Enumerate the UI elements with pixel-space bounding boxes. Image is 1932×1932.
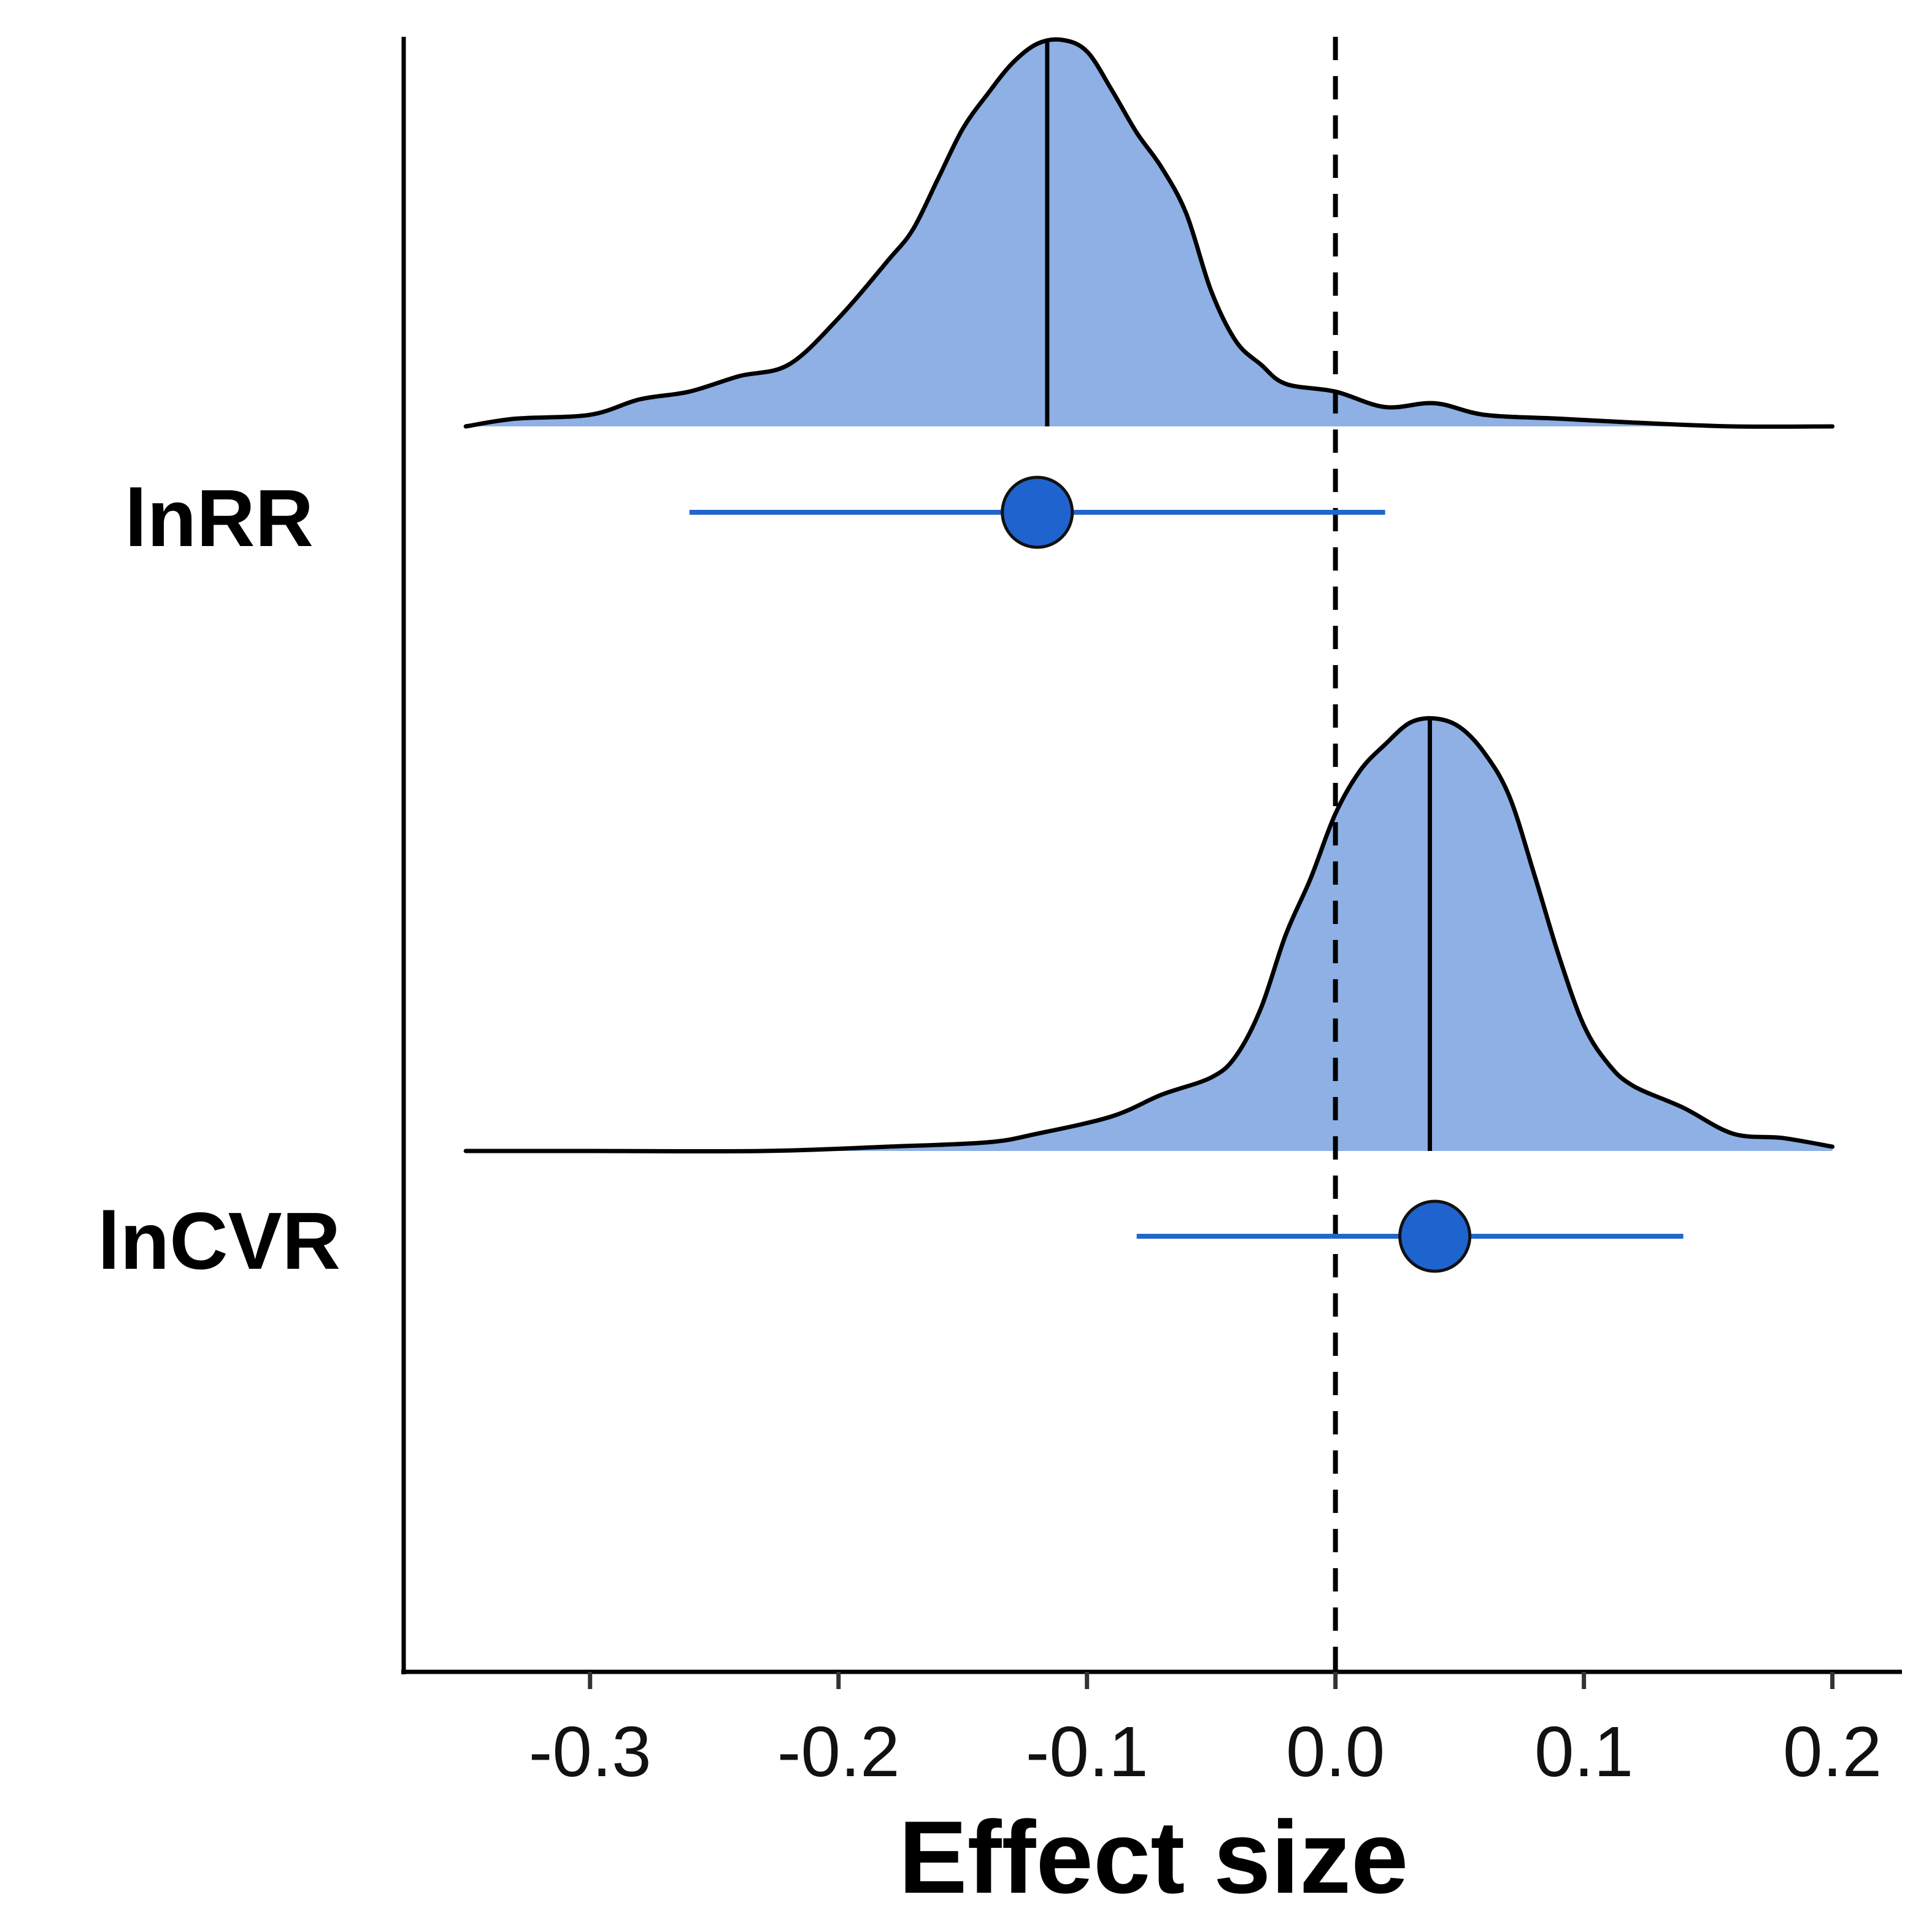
density-outline-lncvr [463,716,1835,1154]
density-layer [463,37,1835,1154]
x-tick-label: 0.1 [1534,1712,1633,1792]
x-axis-title: Effect size [899,1799,1409,1915]
x-tick-label: 0.0 [1286,1712,1385,1792]
x-tick-label: 0.2 [1783,1712,1882,1792]
x-ticks-layer: -0.3 -0.2 -0.1 0.0 0.1 0.2 [529,1672,1882,1792]
density-fill-lnrr [466,39,1833,427]
category-labels-layer: lnRR lnCVR [98,473,341,1286]
x-tick-label: -0.1 [1026,1712,1149,1792]
axes-layer [401,37,1902,1674]
category-label-lncvr: lnCVR [98,1196,341,1286]
x-tick-label: -0.3 [529,1712,652,1792]
density-fill-lncvr [466,718,1833,1152]
density-outline-lnrr [463,37,1835,429]
interval-layer [689,475,1684,1273]
estimate-point-lnrr [1001,475,1074,549]
x-tick-label: -0.2 [777,1712,900,1792]
category-label-lnrr: lnRR [125,473,314,563]
estimate-point-lncvr [1398,1199,1472,1273]
